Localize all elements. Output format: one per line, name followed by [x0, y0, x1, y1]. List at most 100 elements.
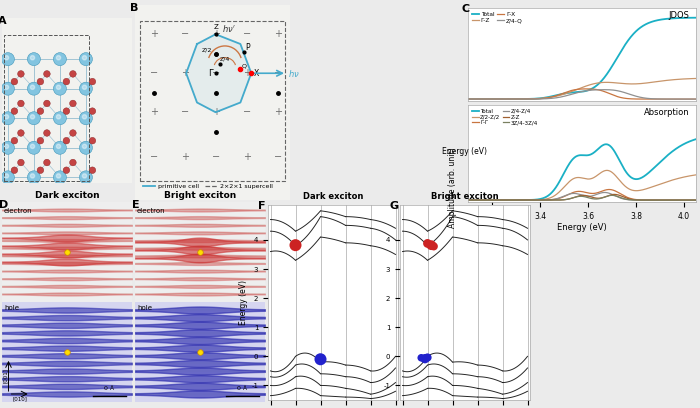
Circle shape — [1, 141, 15, 154]
Circle shape — [43, 159, 50, 166]
Text: Amplitude (arb. unit): Amplitude (arb. unit) — [449, 147, 457, 228]
Bar — [2, 202, 132, 302]
Circle shape — [18, 71, 24, 77]
Circle shape — [63, 78, 70, 85]
Z-Z — [692, 197, 700, 202]
Z/4-Z/4 — [504, 197, 512, 202]
Legend: Total, Z/2-Z/2, Γ-Γ, Z/4-Z/4, Z-Z, 3Z/4-3Z/4: Total, Z/2-Z/2, Γ-Γ, Z/4-Z/4, Z-Z, 3Z/4-… — [471, 108, 540, 126]
Z/4-Q — [522, 97, 531, 102]
Text: 0 Å: 0 Å — [104, 386, 114, 391]
Text: 2×2×1 supercell: 2×2×1 supercell — [220, 184, 273, 189]
Point — [416, 355, 427, 361]
Line: Z/2-Z/2: Z/2-Z/2 — [468, 171, 696, 200]
Text: +: + — [211, 107, 220, 117]
Z/2-Z/2 — [504, 197, 512, 202]
Circle shape — [53, 53, 66, 66]
Text: [001]: [001] — [3, 368, 8, 384]
Text: X: X — [253, 69, 259, 78]
Text: $h\nu$: $h\nu$ — [288, 68, 300, 79]
Z/2-Z/2 — [598, 169, 607, 174]
Text: E: E — [132, 200, 140, 210]
Circle shape — [63, 167, 70, 173]
Total — [598, 78, 607, 82]
Text: −: − — [150, 68, 158, 78]
Text: Q: Q — [242, 63, 247, 69]
Γ-Z — [636, 81, 644, 86]
Z/4-Z/4 — [636, 197, 644, 202]
Text: Absorption: Absorption — [643, 108, 690, 117]
Circle shape — [83, 144, 87, 149]
Z/4-Z/4 — [567, 191, 575, 196]
Circle shape — [79, 171, 92, 184]
Text: Z/2: Z/2 — [202, 48, 213, 53]
Circle shape — [57, 115, 61, 119]
Γ-X — [567, 88, 575, 93]
Text: −: − — [274, 152, 281, 162]
Circle shape — [69, 130, 76, 136]
Text: +: + — [150, 107, 158, 117]
Circle shape — [18, 159, 24, 166]
Circle shape — [53, 82, 66, 95]
Circle shape — [57, 55, 61, 60]
3Z/4-3Z/4 — [504, 197, 512, 202]
Circle shape — [1, 53, 15, 66]
Circle shape — [83, 174, 87, 178]
Total — [504, 97, 512, 102]
Total — [692, 137, 700, 142]
Circle shape — [43, 130, 50, 136]
Line: Z/4-Z/4: Z/4-Z/4 — [468, 193, 696, 200]
Circle shape — [37, 137, 43, 144]
Total — [692, 15, 700, 20]
Text: hole: hole — [137, 305, 152, 311]
Total — [464, 97, 473, 102]
Total — [567, 159, 575, 164]
Line: Total: Total — [468, 139, 696, 200]
Circle shape — [30, 115, 34, 119]
Z/4-Z/4 — [464, 197, 473, 202]
Circle shape — [53, 112, 66, 125]
Legend: Total, Γ-Z, Γ-X, Z/4-Q: Total, Γ-Z, Γ-X, Z/4-Q — [471, 11, 524, 24]
Bar — [135, 202, 265, 302]
Γ-Γ — [598, 188, 607, 193]
Circle shape — [1, 112, 15, 125]
Circle shape — [4, 174, 8, 178]
Z-Z — [610, 192, 619, 197]
Circle shape — [4, 144, 8, 149]
Text: −: − — [242, 107, 251, 117]
Z-Z — [464, 197, 473, 202]
Z/4-Q — [636, 95, 644, 100]
Point — [428, 243, 440, 250]
Text: electron: electron — [137, 208, 166, 214]
Circle shape — [83, 85, 87, 89]
Circle shape — [89, 137, 96, 144]
3Z/4-3Z/4 — [608, 193, 616, 198]
Circle shape — [11, 78, 18, 85]
Circle shape — [27, 171, 41, 184]
Bar — [2, 302, 132, 402]
Γ-X — [598, 89, 607, 93]
Circle shape — [27, 141, 41, 154]
Line: Z/4-Q: Z/4-Q — [468, 90, 696, 99]
3Z/4-3Z/4 — [567, 196, 575, 201]
Z/4-Z/4 — [522, 197, 531, 202]
Text: primitive cell: primitive cell — [158, 184, 200, 189]
Text: +: + — [181, 68, 188, 78]
Γ-Γ — [522, 197, 531, 202]
Circle shape — [79, 141, 92, 154]
Text: +: + — [243, 152, 251, 162]
Γ-X — [522, 97, 531, 102]
Line: Total: Total — [468, 18, 696, 99]
Γ-X — [582, 86, 591, 91]
Γ-Γ — [567, 191, 575, 196]
Point — [422, 354, 433, 361]
Total — [636, 26, 644, 31]
Circle shape — [11, 167, 18, 173]
Z-Z — [598, 195, 607, 200]
Z-Z — [504, 197, 512, 202]
Circle shape — [18, 100, 24, 107]
Text: −: − — [274, 68, 281, 78]
Z/4-Z/4 — [601, 190, 609, 195]
Circle shape — [89, 108, 96, 115]
Γ-Γ — [504, 197, 512, 202]
Circle shape — [37, 167, 43, 173]
